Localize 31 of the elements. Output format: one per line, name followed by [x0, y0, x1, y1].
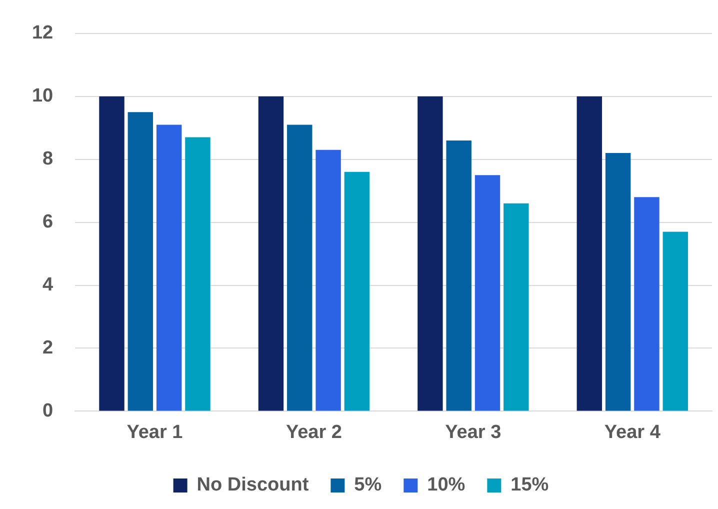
x-tick-label: Year 4	[604, 422, 661, 443]
bar	[156, 124, 182, 411]
y-tick-label: 10	[32, 86, 54, 107]
bar	[418, 96, 443, 411]
bar	[344, 172, 370, 411]
bar	[474, 175, 500, 411]
legend-label: No Discount	[196, 474, 310, 496]
x-tick-label: Year 2	[286, 422, 342, 443]
y-tick-label: 2	[42, 337, 54, 358]
bar	[576, 96, 602, 411]
x-tick-label: Year 1	[126, 422, 184, 443]
x-tick-label: Year 3	[445, 422, 502, 443]
bar	[258, 96, 284, 411]
y-tick-label: 6	[42, 212, 54, 233]
bar	[99, 96, 124, 411]
bar	[605, 153, 631, 411]
bar	[287, 124, 312, 411]
y-tick-label: 4	[42, 274, 54, 296]
y-tick-label: 0	[42, 400, 54, 422]
bar	[504, 203, 529, 411]
bar	[316, 150, 341, 411]
legend-label: 15%	[510, 474, 549, 496]
y-tick-label: 8	[42, 148, 54, 170]
legend-label: 5%	[354, 474, 382, 496]
bar	[128, 112, 154, 411]
bar	[185, 137, 210, 411]
legend-label: 10%	[427, 474, 466, 496]
bar	[634, 197, 660, 411]
bar	[662, 232, 688, 411]
bar	[446, 140, 472, 411]
y-tick-label: 12	[32, 22, 54, 44]
